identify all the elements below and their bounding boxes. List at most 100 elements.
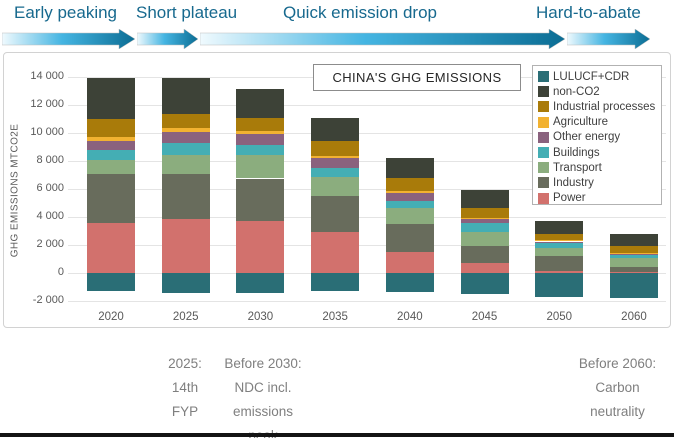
bar-segment-agriculture [87, 136, 135, 141]
bar-segment-other-energy [311, 158, 360, 168]
gridline [68, 189, 666, 190]
bar-segment-power [535, 270, 584, 273]
legend-label: Agriculture [553, 116, 608, 129]
bar-segment-buildings [161, 143, 210, 155]
bar-segment-other-energy [535, 241, 584, 243]
bar-segment-power [460, 263, 509, 273]
annotation-line: FYP [171, 404, 199, 419]
bar-segment-power [161, 219, 210, 273]
bar-segment-industry [385, 224, 434, 252]
bar-segment-agriculture [535, 240, 584, 242]
legend-swatch-icon [538, 162, 549, 174]
phase-label-hard-to-abate: Hard-to-abate [536, 3, 641, 22]
annotation-line: Carbon [595, 380, 640, 395]
bar-segment-industry [161, 173, 210, 220]
legend-swatch-icon [538, 131, 549, 143]
phase-arrow-icon [137, 29, 198, 49]
y-tick-label: -2 000 [32, 294, 64, 306]
y-tick-label: 10 000 [30, 126, 64, 138]
phase-arrow-icon [567, 29, 650, 49]
bar-segment-agriculture [161, 128, 210, 133]
bar-segment-transport [609, 258, 658, 267]
bar-segment-other-energy [460, 219, 509, 224]
annotation-line: Before 2060: [578, 356, 657, 371]
legend-item: Industrial processes [538, 99, 661, 114]
bar-segment-lulucf-cdr [311, 273, 360, 292]
bar-segment-lulucf-cdr [385, 273, 434, 292]
gridline [68, 161, 666, 162]
legend-item: LULUCF+CDR [538, 69, 661, 84]
bar-segment-lulucf-cdr [460, 273, 509, 294]
annotation-line: 14th [171, 380, 199, 395]
bar-segment-transport [236, 155, 285, 179]
bar-segment-non-co2 [535, 220, 584, 234]
bar-segment-other-energy [609, 254, 658, 255]
legend-swatch-icon [538, 192, 549, 204]
bar-segment-agriculture [385, 190, 434, 194]
legend-label: Other energy [553, 131, 621, 144]
bar-segment-agriculture [609, 252, 658, 255]
legend-label: Buildings [553, 146, 600, 159]
annotation-2025-fyp: 2025: 14th FYP [145, 352, 225, 424]
phase-label-short-plateau: Short plateau [136, 3, 238, 22]
legend-swatch-icon [538, 116, 549, 128]
legend-label: Power [553, 192, 586, 205]
legend-label: Industrial processes [553, 100, 656, 113]
bar-segment-buildings [311, 167, 360, 178]
bar-segment-industrial-processes [535, 233, 584, 241]
gridline [68, 301, 666, 302]
phase-label-early-peaking: Early peaking [14, 3, 118, 22]
bar-segment-lulucf-cdr [236, 273, 285, 294]
bar-segment-buildings [460, 223, 509, 233]
bar-segment-lulucf-cdr [87, 273, 135, 291]
legend-swatch-icon [538, 101, 549, 113]
bar-segment-lulucf-cdr [161, 273, 210, 294]
bar-segment-non-co2 [385, 158, 434, 179]
bar-segment-agriculture [460, 218, 509, 220]
legend-item: Buildings [538, 145, 661, 160]
phase-label-quick-drop: Quick emission drop [283, 3, 438, 22]
bar-segment-transport [460, 232, 509, 246]
bar-segment-power [385, 252, 434, 273]
bar-segment-industrial-processes [236, 118, 285, 131]
legend-swatch-icon [538, 71, 549, 83]
bar-segment-non-co2 [460, 190, 509, 209]
phase-arrow-icon [200, 29, 565, 49]
x-axis-label: 2050 [546, 311, 573, 323]
gridline [68, 105, 666, 106]
annotation-line: neutrality [590, 404, 645, 419]
legend-label: Industry [553, 176, 594, 189]
bar-segment-transport [87, 159, 135, 175]
bar-segment-power [609, 271, 658, 273]
legend-item: Transport [538, 160, 661, 175]
x-axis-label: 2040 [397, 311, 423, 323]
y-tick-label: 14 000 [30, 70, 64, 82]
chart-title: CHINA'S GHG EMISSIONS [313, 64, 521, 91]
x-axis-label: 2060 [621, 311, 647, 323]
legend-item: Power [538, 191, 661, 206]
legend-swatch-icon [538, 86, 549, 98]
annotation-2030-ndc: Before 2030: NDC incl. emissions peak [203, 352, 323, 438]
gridline [68, 217, 666, 218]
bottom-divider [0, 433, 674, 437]
legend-label: LULUCF+CDR [553, 70, 630, 83]
legend-label: Transport [553, 161, 602, 174]
bar-segment-industry [535, 256, 584, 271]
y-tick-label: 6 000 [36, 182, 64, 194]
bar-segment-non-co2 [87, 78, 135, 119]
bar-segment-other-energy [161, 132, 210, 144]
bar-segment-lulucf-cdr [609, 273, 658, 299]
bar-segment-other-energy [87, 140, 135, 150]
bar-segment-buildings [609, 254, 658, 259]
y-tick-label: 12 000 [30, 98, 64, 110]
legend-item: non-CO2 [538, 84, 661, 99]
y-tick-label: 2 000 [36, 238, 64, 250]
legend-item: Industry [538, 175, 661, 190]
bar-segment-transport [385, 207, 434, 224]
bar-segment-power [311, 232, 360, 273]
gridline [68, 245, 666, 246]
legend: LULUCF+CDR non-CO2 Industrial processes Agr… [532, 65, 662, 205]
bar-segment-non-co2 [609, 233, 658, 246]
bar-segment-non-co2 [311, 117, 360, 141]
bar-segment-industry [87, 174, 135, 223]
